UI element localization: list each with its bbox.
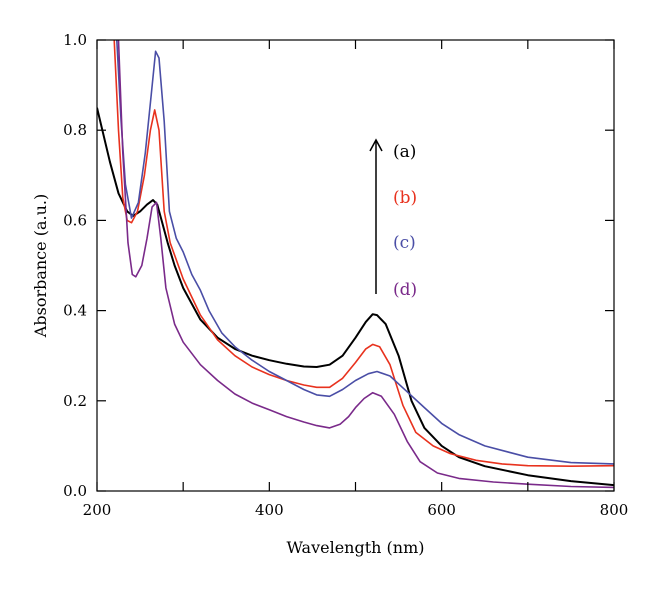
legend-label-d: (d) — [393, 280, 417, 300]
legend-label-c: (c) — [393, 233, 416, 253]
x-tick-label: 400 — [255, 501, 284, 519]
y-tick-label: 0.4 — [63, 302, 87, 320]
y-tick-label: 0.0 — [63, 482, 87, 500]
tick-labels: 200 400 600 800 0.0 0.2 0.4 0.6 0.8 1.0 — [63, 31, 628, 519]
legend-label-b: (b) — [393, 188, 417, 208]
x-tick-label: 800 — [600, 501, 629, 519]
legend-label-a: (a) — [393, 142, 416, 162]
series-line-d — [117, 40, 614, 489]
x-axis-title: Wavelength (nm) — [286, 538, 424, 557]
x-tick-label: 600 — [427, 501, 456, 519]
y-tick-label: 1.0 — [63, 31, 87, 49]
y-tick-label: 0.2 — [63, 392, 87, 410]
y-axis-title: Absorbance (a.u.) — [31, 194, 50, 338]
series-line-b — [113, 40, 614, 468]
series-line-c — [116, 40, 614, 465]
legend-arrow-icon — [369, 138, 383, 152]
series-line-a — [97, 107, 614, 487]
axis-ticks — [96, 39, 615, 492]
plot-lines — [97, 40, 614, 489]
legend: (a) (b) (c) (d) — [369, 138, 417, 300]
x-tick-label: 200 — [83, 501, 112, 519]
y-tick-label: 0.8 — [63, 121, 87, 139]
y-tick-label: 0.6 — [63, 211, 87, 229]
